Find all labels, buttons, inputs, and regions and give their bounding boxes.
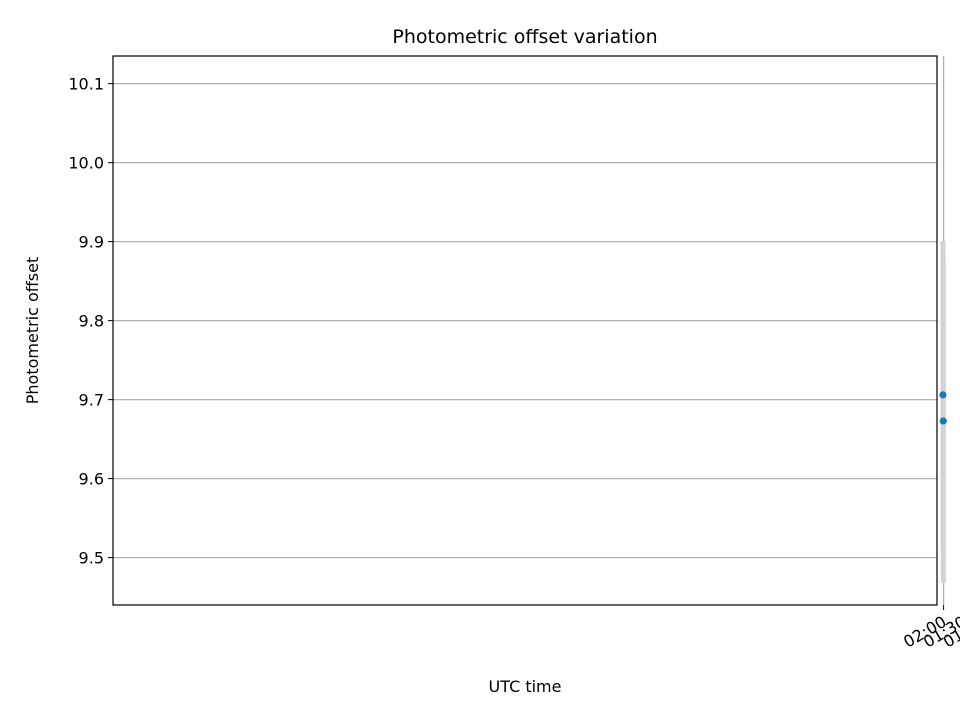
- chart-title: Photometric offset variation: [392, 26, 657, 48]
- x-tick-label: 02:00: [900, 612, 949, 652]
- y-tick-label: 10.0: [68, 154, 104, 173]
- y-tick-label: 9.9: [79, 233, 104, 252]
- y-axis-ticks: 9.5 9.6 9.7 9.8 9.9 10.0 10.1: [68, 75, 113, 568]
- y-tick-label: 9.8: [79, 312, 104, 331]
- y-axis-label: Photometric offset: [23, 257, 42, 405]
- y-tick-label: 9.6: [79, 470, 104, 489]
- error-bars: [940, 240, 946, 583]
- data-points: [939, 391, 947, 425]
- y-tick-label: 9.5: [79, 549, 104, 568]
- x-axis-label: UTC time: [489, 677, 562, 696]
- plot-area-frame: [112, 55, 938, 606]
- y-tick-label: 9.7: [79, 391, 104, 410]
- grid: [113, 56, 945, 605]
- data-point: [939, 391, 947, 399]
- y-tick-label: 10.1: [68, 75, 104, 94]
- data-point: [939, 417, 947, 425]
